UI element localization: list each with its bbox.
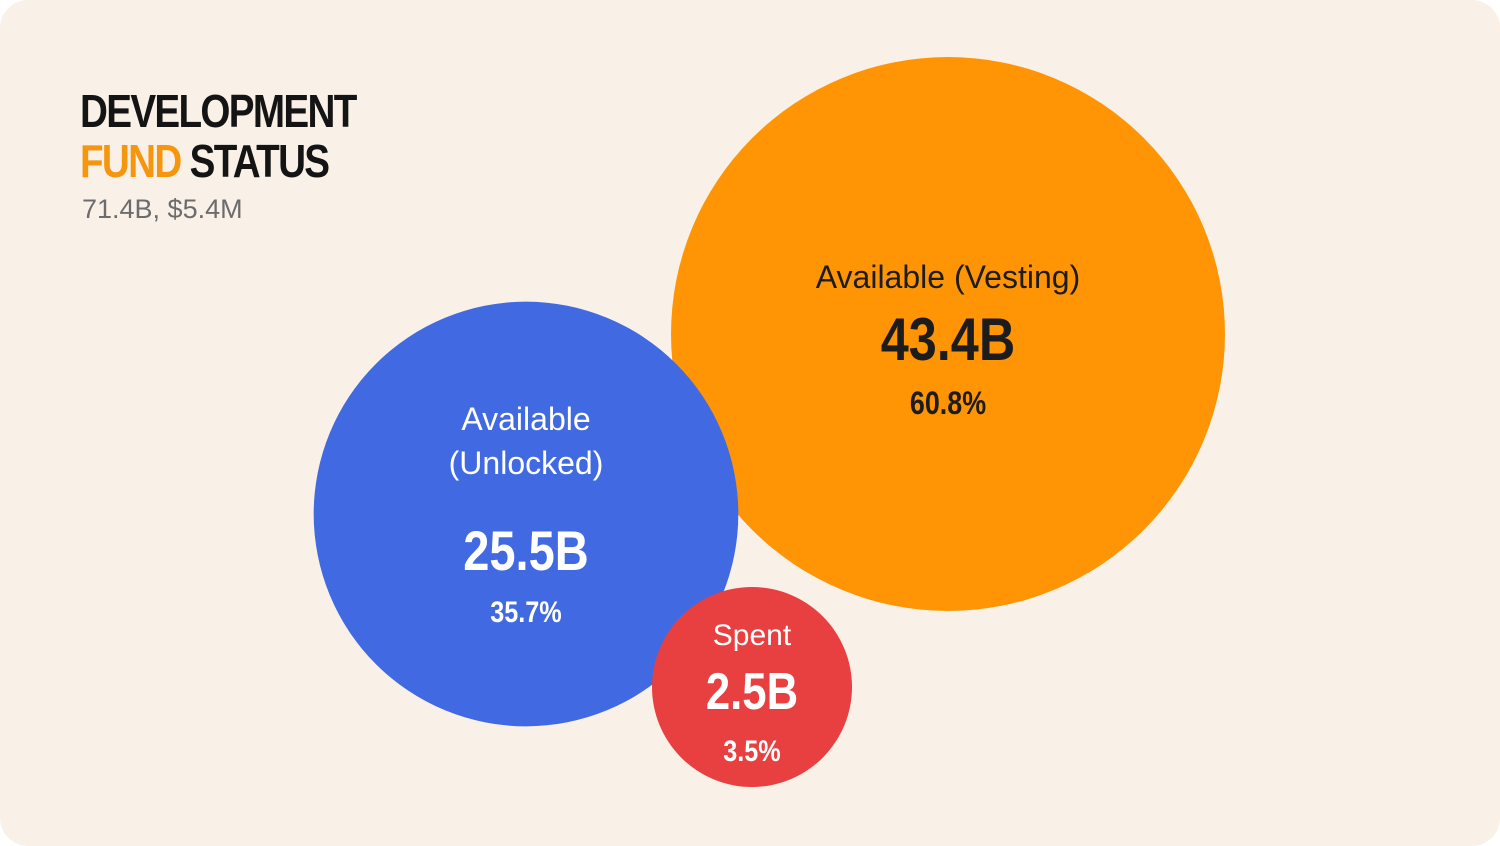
- bubble-value-3: 2.5B: [706, 664, 798, 721]
- bubble-group-3: Spent 2.5B 3.5%: [652, 587, 852, 787]
- bubble-percent-3: 3.5%: [723, 734, 780, 768]
- bubble-label-2-line-2: (Unlocked): [449, 445, 604, 481]
- bubble-2: [313, 301, 739, 727]
- title-rest-word: STATUS: [189, 135, 330, 187]
- chart-title: DEVELOPMENT FUND STATUS: [80, 85, 357, 186]
- bubble-group-2: Available (Unlocked) 25.5B 35.7%: [313, 301, 739, 727]
- bubble-3: [652, 587, 852, 787]
- bubble-percent-1: 60.8%: [910, 386, 986, 422]
- bubble-label-1-line-1: Available (Vesting): [816, 259, 1080, 295]
- bubble-value-2: 25.5B: [463, 519, 588, 582]
- bubble-group-1: Available (Vesting) 43.4B 60.8%: [671, 57, 1225, 611]
- bubble-label-2-line-1: Available: [461, 401, 590, 437]
- bubble-1: [671, 57, 1225, 611]
- bubble-percent-2: 35.7%: [490, 595, 561, 629]
- title-accent-word: FUND: [80, 135, 182, 187]
- title-line-2: FUND STATUS: [80, 136, 356, 186]
- bubble-label-3-line-1: Spent: [713, 619, 792, 652]
- bubble-value-1: 43.4B: [881, 306, 1015, 373]
- title-line-1: DEVELOPMENT: [80, 85, 357, 137]
- chart-subtitle: 71.4B, $5.4M: [82, 194, 243, 224]
